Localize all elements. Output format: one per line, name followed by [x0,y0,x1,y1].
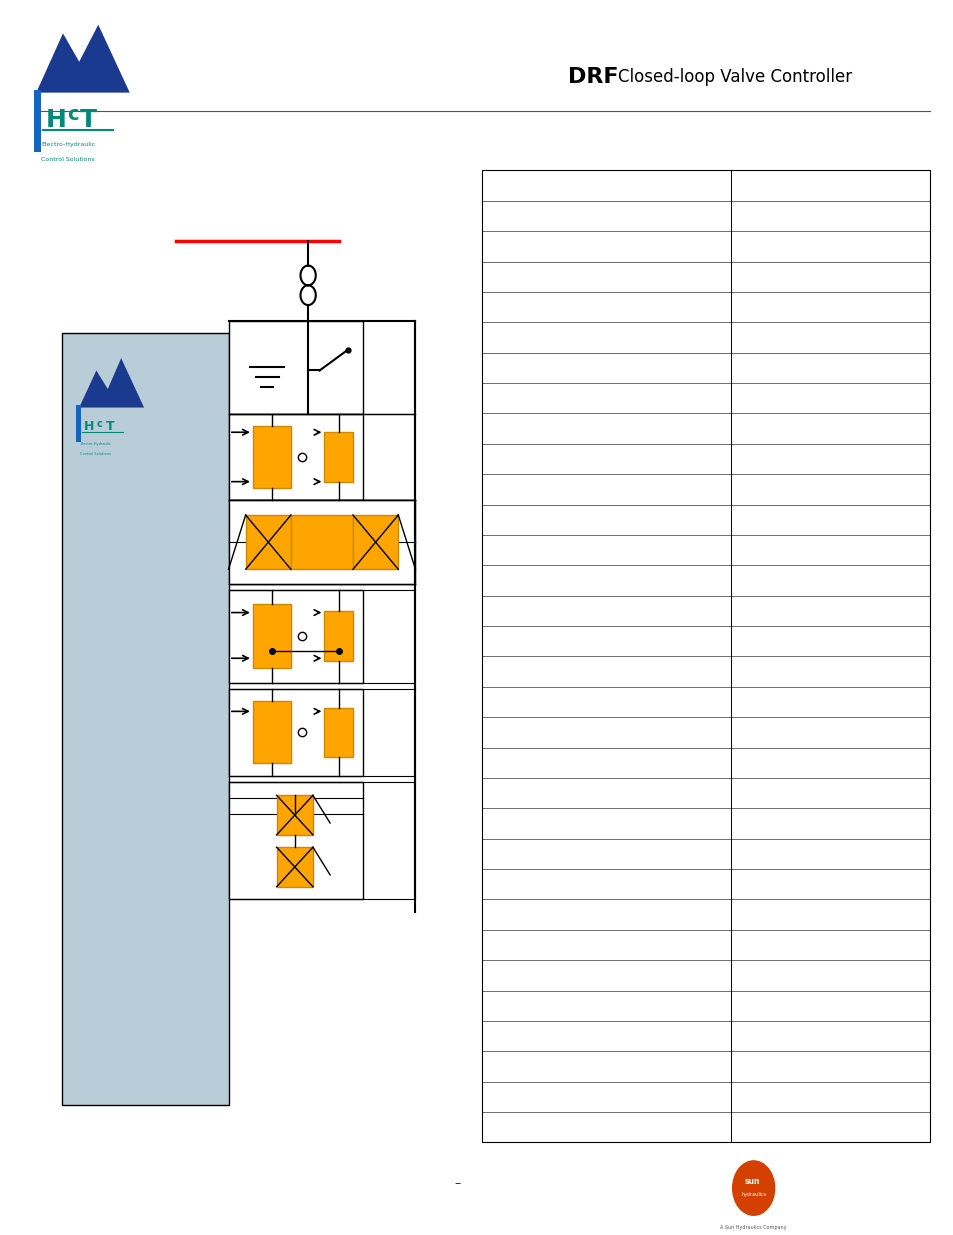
Bar [62,333,229,1105]
Bar [291,515,353,569]
Text: Electro-Hydraulic: Electro-Hydraulic [41,142,95,147]
Text: Control Solutions: Control Solutions [41,157,94,162]
Text: T: T [80,107,97,132]
Text: –: – [455,1177,460,1189]
Text: T: T [106,420,114,432]
Polygon shape [79,358,144,408]
Bar [253,701,291,763]
Bar [229,414,362,500]
Bar [34,90,41,152]
Bar [229,500,415,584]
Text: H: H [46,107,67,132]
Text: c: c [67,105,78,125]
Bar [229,689,362,776]
Bar [276,795,313,835]
Text: A Sun Hydraulics Company: A Sun Hydraulics Company [720,1225,786,1230]
Text: c: c [96,419,102,429]
Bar [76,405,81,442]
Bar [229,321,362,414]
Text: Closed-loop Valve Controller: Closed-loop Valve Controller [618,68,851,85]
Text: sun: sun [744,1177,760,1187]
Bar [229,590,362,683]
Bar [253,604,291,668]
Bar [229,782,362,899]
Text: Electro-Hydraulic: Electro-Hydraulic [80,442,111,446]
Bar [246,515,291,569]
Bar [324,611,353,661]
Text: H: H [84,420,94,432]
Polygon shape [36,25,130,93]
Bar [324,432,353,482]
Bar [324,708,353,757]
Text: Control Solutions: Control Solutions [80,452,111,456]
Bar [253,426,291,488]
Text: DRF: DRF [567,67,618,86]
Circle shape [732,1161,774,1215]
Bar [276,847,313,887]
Text: hydraulics: hydraulics [740,1192,765,1197]
Bar [353,515,398,569]
Bar [481,170,929,1142]
